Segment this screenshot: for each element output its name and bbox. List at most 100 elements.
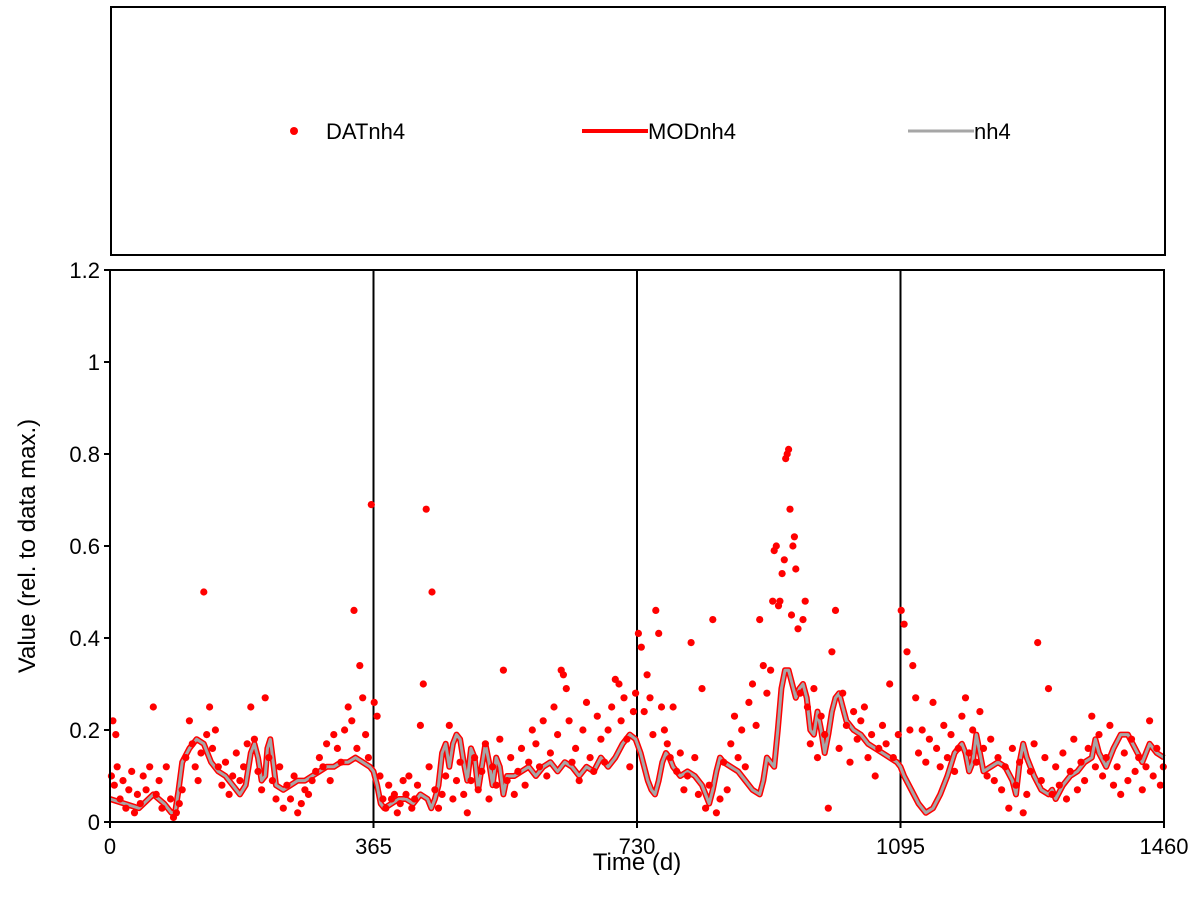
datnh4-point <box>206 703 214 711</box>
datnh4-point <box>1044 685 1053 693</box>
datnh4-point <box>792 565 800 573</box>
datnh4-point <box>748 680 757 688</box>
x-tick-label: 365 <box>355 834 392 859</box>
y-tick-label: 0.2 <box>69 718 100 743</box>
datnh4-point <box>936 763 944 771</box>
datnh4-point <box>294 809 302 817</box>
datnh4-point <box>221 758 230 766</box>
datnh4-point <box>663 740 671 748</box>
datnh4-point <box>769 597 777 605</box>
datnh4-point <box>683 772 692 780</box>
datnh4-point <box>1034 639 1042 647</box>
datnh4-point <box>550 703 558 711</box>
datnh4-point <box>759 662 767 670</box>
datnh4-point <box>330 731 338 739</box>
datnh4-point <box>889 754 897 762</box>
datnh4-point <box>279 804 287 812</box>
legend-label-datnh4: DATnh4 <box>326 119 405 144</box>
datnh4-point <box>467 777 475 785</box>
datnh4-point <box>646 694 654 702</box>
datnh4-point <box>229 772 237 780</box>
datnh4-point <box>1156 781 1164 789</box>
datnh4-point <box>702 804 710 812</box>
datnh4-point <box>1084 744 1092 753</box>
datnh4-point <box>842 721 851 730</box>
datnh4-point <box>197 749 205 757</box>
datnh4-point <box>122 804 130 812</box>
datnh4-point <box>976 708 984 716</box>
datnh4-point <box>496 735 504 743</box>
datnh4-point <box>1059 749 1067 757</box>
datnh4-point <box>297 800 305 808</box>
datnh4-point <box>546 749 555 757</box>
datnh4-point <box>492 781 500 789</box>
datnh4-point <box>943 754 952 762</box>
datnh4-point <box>364 754 372 762</box>
datnh4-point <box>1041 754 1049 762</box>
datnh4-point <box>463 809 471 817</box>
datnh4-point <box>1106 721 1114 730</box>
legend-marker-datnh4 <box>290 127 298 135</box>
datnh4-point <box>767 666 775 674</box>
datnh4-point <box>723 786 731 794</box>
datnh4-point <box>799 616 807 624</box>
datnh4-point <box>167 795 175 803</box>
datnh4-point <box>789 542 797 550</box>
datnh4-point <box>449 795 457 803</box>
datnh4-point <box>853 735 861 743</box>
datnh4-point <box>810 685 818 693</box>
y-axis-ticks: 0 0.2 0.4 0.6 0.8 1 1.2 <box>69 258 110 835</box>
datnh4-point <box>987 735 995 743</box>
datnh4-point <box>979 744 988 753</box>
datnh4-point <box>694 790 703 799</box>
datnh4-point <box>348 717 356 725</box>
datnh4-point <box>390 790 398 799</box>
legend: DATnh4 MODnh4 nh4 <box>110 6 1166 256</box>
datnh4-point <box>456 758 464 766</box>
datnh4-point <box>188 740 196 748</box>
datnh4-point <box>763 689 771 697</box>
datnh4-point <box>894 731 902 739</box>
y-tick-label: 0.4 <box>69 626 100 651</box>
datnh4-point <box>393 809 401 817</box>
datnh4-point <box>632 689 640 697</box>
datnh4-point <box>503 777 511 785</box>
datnh4-point <box>572 744 580 753</box>
datnh4-point <box>525 758 533 766</box>
y-tick-label: 1.2 <box>69 258 100 283</box>
datnh4-point <box>734 754 742 762</box>
datnh4-point <box>954 744 962 753</box>
datnh4-point <box>543 772 551 780</box>
datnh4-point <box>261 694 269 702</box>
datnh4-point <box>1037 777 1045 785</box>
datnh4-point <box>247 703 255 711</box>
datnh4-point <box>133 790 141 799</box>
datnh4-point <box>752 721 760 730</box>
datnh4-point <box>669 703 677 711</box>
datnh4-point <box>405 772 413 780</box>
datnh4-point <box>319 763 327 771</box>
datnh4-point <box>940 721 948 730</box>
datnh4-point <box>304 790 313 799</box>
datnh4-point <box>535 763 544 771</box>
datnh4-point <box>481 740 489 748</box>
datnh4-point <box>185 717 193 725</box>
legend-entry-nh4: nh4 <box>908 119 1011 144</box>
datnh4-point <box>379 795 387 803</box>
datnh4-point <box>593 712 601 720</box>
datnh4-point <box>998 786 1006 794</box>
datnh4-point <box>565 717 573 725</box>
datnh4-point <box>373 712 381 720</box>
datnh4-point <box>356 662 364 670</box>
datnh4-point <box>871 772 879 780</box>
datnh4-point <box>562 685 570 693</box>
datnh4-point <box>396 800 404 808</box>
datnh4-point <box>868 731 876 739</box>
datnh4-point <box>778 570 786 578</box>
datnh4-point <box>254 767 262 776</box>
datnh4-point <box>1052 763 1060 771</box>
y-tick-label: 0.8 <box>69 442 100 467</box>
datnh4-point <box>1149 772 1157 780</box>
datnh4-point <box>337 758 345 766</box>
